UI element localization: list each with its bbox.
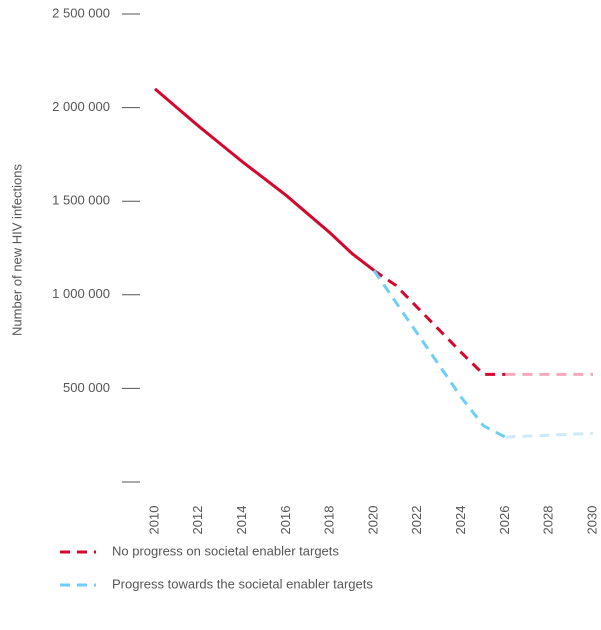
x-tick-label: 2024 bbox=[453, 506, 468, 535]
y-tick-label: 2 000 000 bbox=[52, 99, 110, 114]
y-axis-label: Number of new HIV infections bbox=[9, 164, 24, 336]
x-tick-label: 2028 bbox=[541, 506, 556, 535]
series-line bbox=[154, 87, 375, 272]
series-line bbox=[373, 269, 506, 376]
x-tick-label: 2010 bbox=[146, 506, 161, 535]
x-tick-label: 2016 bbox=[278, 506, 293, 535]
x-tick-label: 2026 bbox=[497, 506, 512, 535]
x-tick-label: 2012 bbox=[190, 506, 205, 535]
series-line bbox=[372, 269, 507, 439]
x-tick-label: 2030 bbox=[584, 506, 599, 535]
y-tick-label: 1 000 000 bbox=[52, 286, 110, 301]
y-tick-label: 1 500 000 bbox=[52, 193, 110, 208]
series-line bbox=[505, 431, 594, 439]
x-tick-label: 2018 bbox=[322, 506, 337, 535]
legend-label: Progress towards the societal enabler ta… bbox=[112, 576, 373, 591]
y-tick-label: 2 500 000 bbox=[52, 5, 110, 20]
x-tick-label: 2020 bbox=[365, 506, 380, 535]
x-tick-label: 2022 bbox=[409, 506, 424, 535]
y-tick-label: 500 000 bbox=[63, 380, 110, 395]
x-tick-label: 2014 bbox=[234, 506, 249, 535]
legend-label: No progress on societal enabler targets bbox=[112, 543, 339, 558]
